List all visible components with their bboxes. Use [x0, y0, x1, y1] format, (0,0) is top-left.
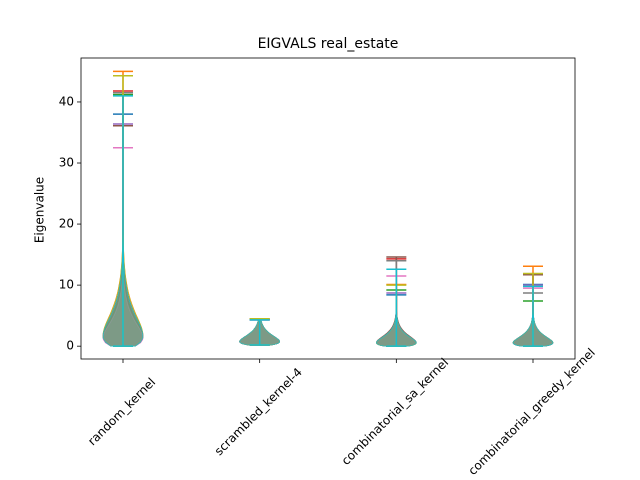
plot-area [102, 70, 554, 347]
y-tick-label: 40 [59, 94, 74, 108]
y-tick-label: 20 [59, 217, 74, 231]
y-tick-label: 0 [66, 339, 74, 353]
axes-frame [80, 57, 576, 360]
y-tick-label: 30 [59, 156, 74, 170]
chart-title: EIGVALS real_estate [258, 36, 399, 52]
y-tick-label: 10 [59, 278, 74, 292]
y-axis-label: Eigenvalue [33, 177, 47, 243]
